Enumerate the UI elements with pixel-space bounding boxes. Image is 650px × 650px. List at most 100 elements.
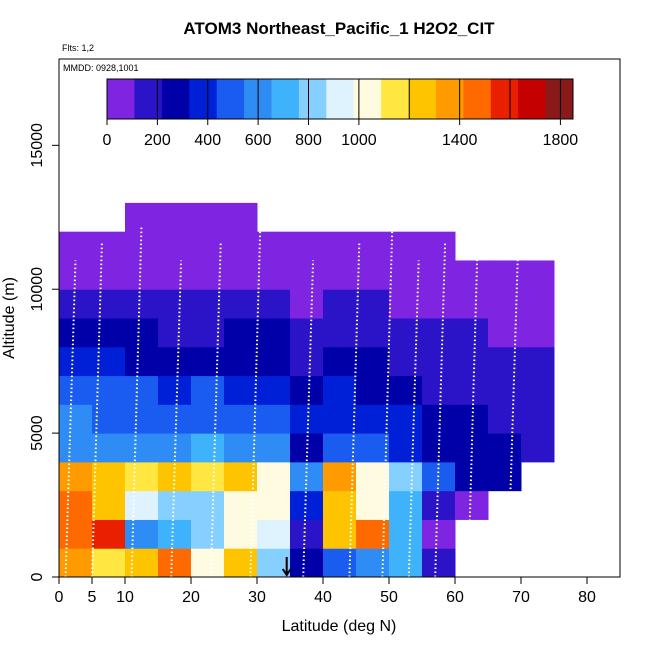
heatmap-cell (158, 231, 192, 261)
colorbar-swatch (298, 79, 327, 119)
colorbar-tick-label: 0 (103, 132, 112, 149)
heatmap-cell (389, 260, 423, 290)
heatmap-cell (59, 346, 93, 377)
colorbar-swatch (545, 79, 574, 119)
heatmap-cell (323, 318, 357, 348)
heatmap-cell (224, 260, 258, 290)
heatmap-cell (59, 548, 93, 578)
heatmap-cell (323, 433, 357, 463)
heatmap-cell (455, 490, 489, 520)
heatmap-cell (191, 318, 225, 348)
heatmap-cell (389, 375, 423, 405)
heatmap-cell (92, 231, 126, 261)
heatmap-cell (158, 519, 192, 549)
heatmap-cell (455, 289, 489, 319)
heatmap-cell (323, 346, 357, 377)
heatmap-cells (59, 202, 555, 578)
heatmap-cell (158, 202, 192, 233)
heatmap-cell (191, 461, 225, 492)
heatmap-cell (92, 346, 126, 377)
heatmap-cell (125, 548, 159, 578)
colorbar-swatch (107, 79, 135, 119)
dates-label: MMDD: 0928,1001 (63, 63, 139, 73)
heatmap-cell (422, 404, 456, 434)
heatmap-cell (125, 490, 159, 520)
heatmap-cell (389, 519, 423, 549)
heatmap-cell (257, 433, 291, 463)
heatmap-cell (488, 375, 522, 405)
colorbar-tick-label: 1800 (543, 132, 579, 149)
heatmap-cell (125, 519, 159, 549)
colorbar-swatch (518, 79, 547, 119)
heatmap-cell (191, 404, 225, 434)
heatmap-cell (356, 318, 390, 348)
heatmap-cell (59, 375, 93, 405)
flight-track-profile (381, 225, 394, 578)
heatmap-cell (290, 231, 324, 261)
heatmap-cell (422, 289, 456, 319)
heatmap-cell (158, 260, 192, 290)
heatmap-cell (323, 260, 357, 290)
heatmap-cell (356, 289, 390, 319)
heatmap-cell (488, 461, 522, 492)
heatmap-cell (257, 375, 291, 405)
heatmap-cell (191, 346, 225, 377)
heatmap-cell (356, 346, 390, 377)
colorbar-swatch (408, 79, 437, 119)
heatmap-cell (158, 318, 192, 348)
colorbar-swatch (353, 79, 382, 119)
heatmap-cell (158, 346, 192, 377)
heatmap-cell (422, 318, 456, 348)
heatmap-cell (521, 318, 555, 348)
heatmap-cell (158, 404, 192, 434)
heatmap-cell (323, 461, 357, 492)
y-axis: 0 5000 10000 15000 (29, 59, 60, 581)
heatmap-cell (224, 202, 258, 233)
heatmap-cell (422, 346, 456, 377)
heatmap-cell (323, 548, 357, 578)
heatmap-cell (59, 519, 93, 549)
colorbar-swatch (134, 79, 163, 119)
heatmap-cell (92, 519, 126, 549)
heatmap-cell (59, 318, 93, 348)
heatmap-cell (356, 231, 390, 261)
heatmap-cell (323, 289, 357, 319)
colorbar-swatch (463, 79, 492, 119)
x-tick-label: 20 (182, 589, 200, 606)
heatmap-cell (59, 404, 93, 434)
heatmap-cell (92, 433, 126, 463)
colorbar-swatch (326, 79, 355, 119)
flight-track-profile (64, 260, 77, 578)
colorbar-swatch (271, 79, 300, 119)
x-tick-label: 30 (248, 589, 266, 606)
flight-track-profile (249, 225, 262, 578)
heatmap-cell (125, 461, 159, 492)
heatmap-cell (455, 318, 489, 348)
heatmap-cell (125, 433, 159, 463)
flight-track-profile (170, 260, 183, 578)
heatmap-cell (422, 519, 456, 549)
heatmap-cell (455, 346, 489, 377)
heatmap-cell (521, 404, 555, 434)
colorbar-frame (106, 78, 574, 120)
heatmap-cell (323, 231, 357, 261)
heatmap-cell (290, 346, 324, 377)
heatmap-cell (224, 375, 258, 405)
heatmap-cell (455, 375, 489, 405)
heatmap-cell (92, 461, 126, 492)
heatmap-cell (257, 490, 291, 520)
flight-track-profile (506, 260, 519, 578)
heatmap-cell (224, 433, 258, 463)
flights-label: Flts: 1,2 (62, 43, 94, 53)
heatmap-cell (389, 318, 423, 348)
heatmap-cell (521, 346, 555, 377)
y-tick-label: 10000 (29, 267, 46, 312)
heatmap-cell (224, 346, 258, 377)
heatmap-cell (224, 404, 258, 434)
heatmap-cell (422, 375, 456, 405)
heatmap-cell (290, 490, 324, 520)
heatmap-cell (389, 461, 423, 492)
heatmap-cell (389, 346, 423, 377)
colorbar-tick-label: 1000 (341, 132, 377, 149)
heatmap-cell (92, 404, 126, 434)
